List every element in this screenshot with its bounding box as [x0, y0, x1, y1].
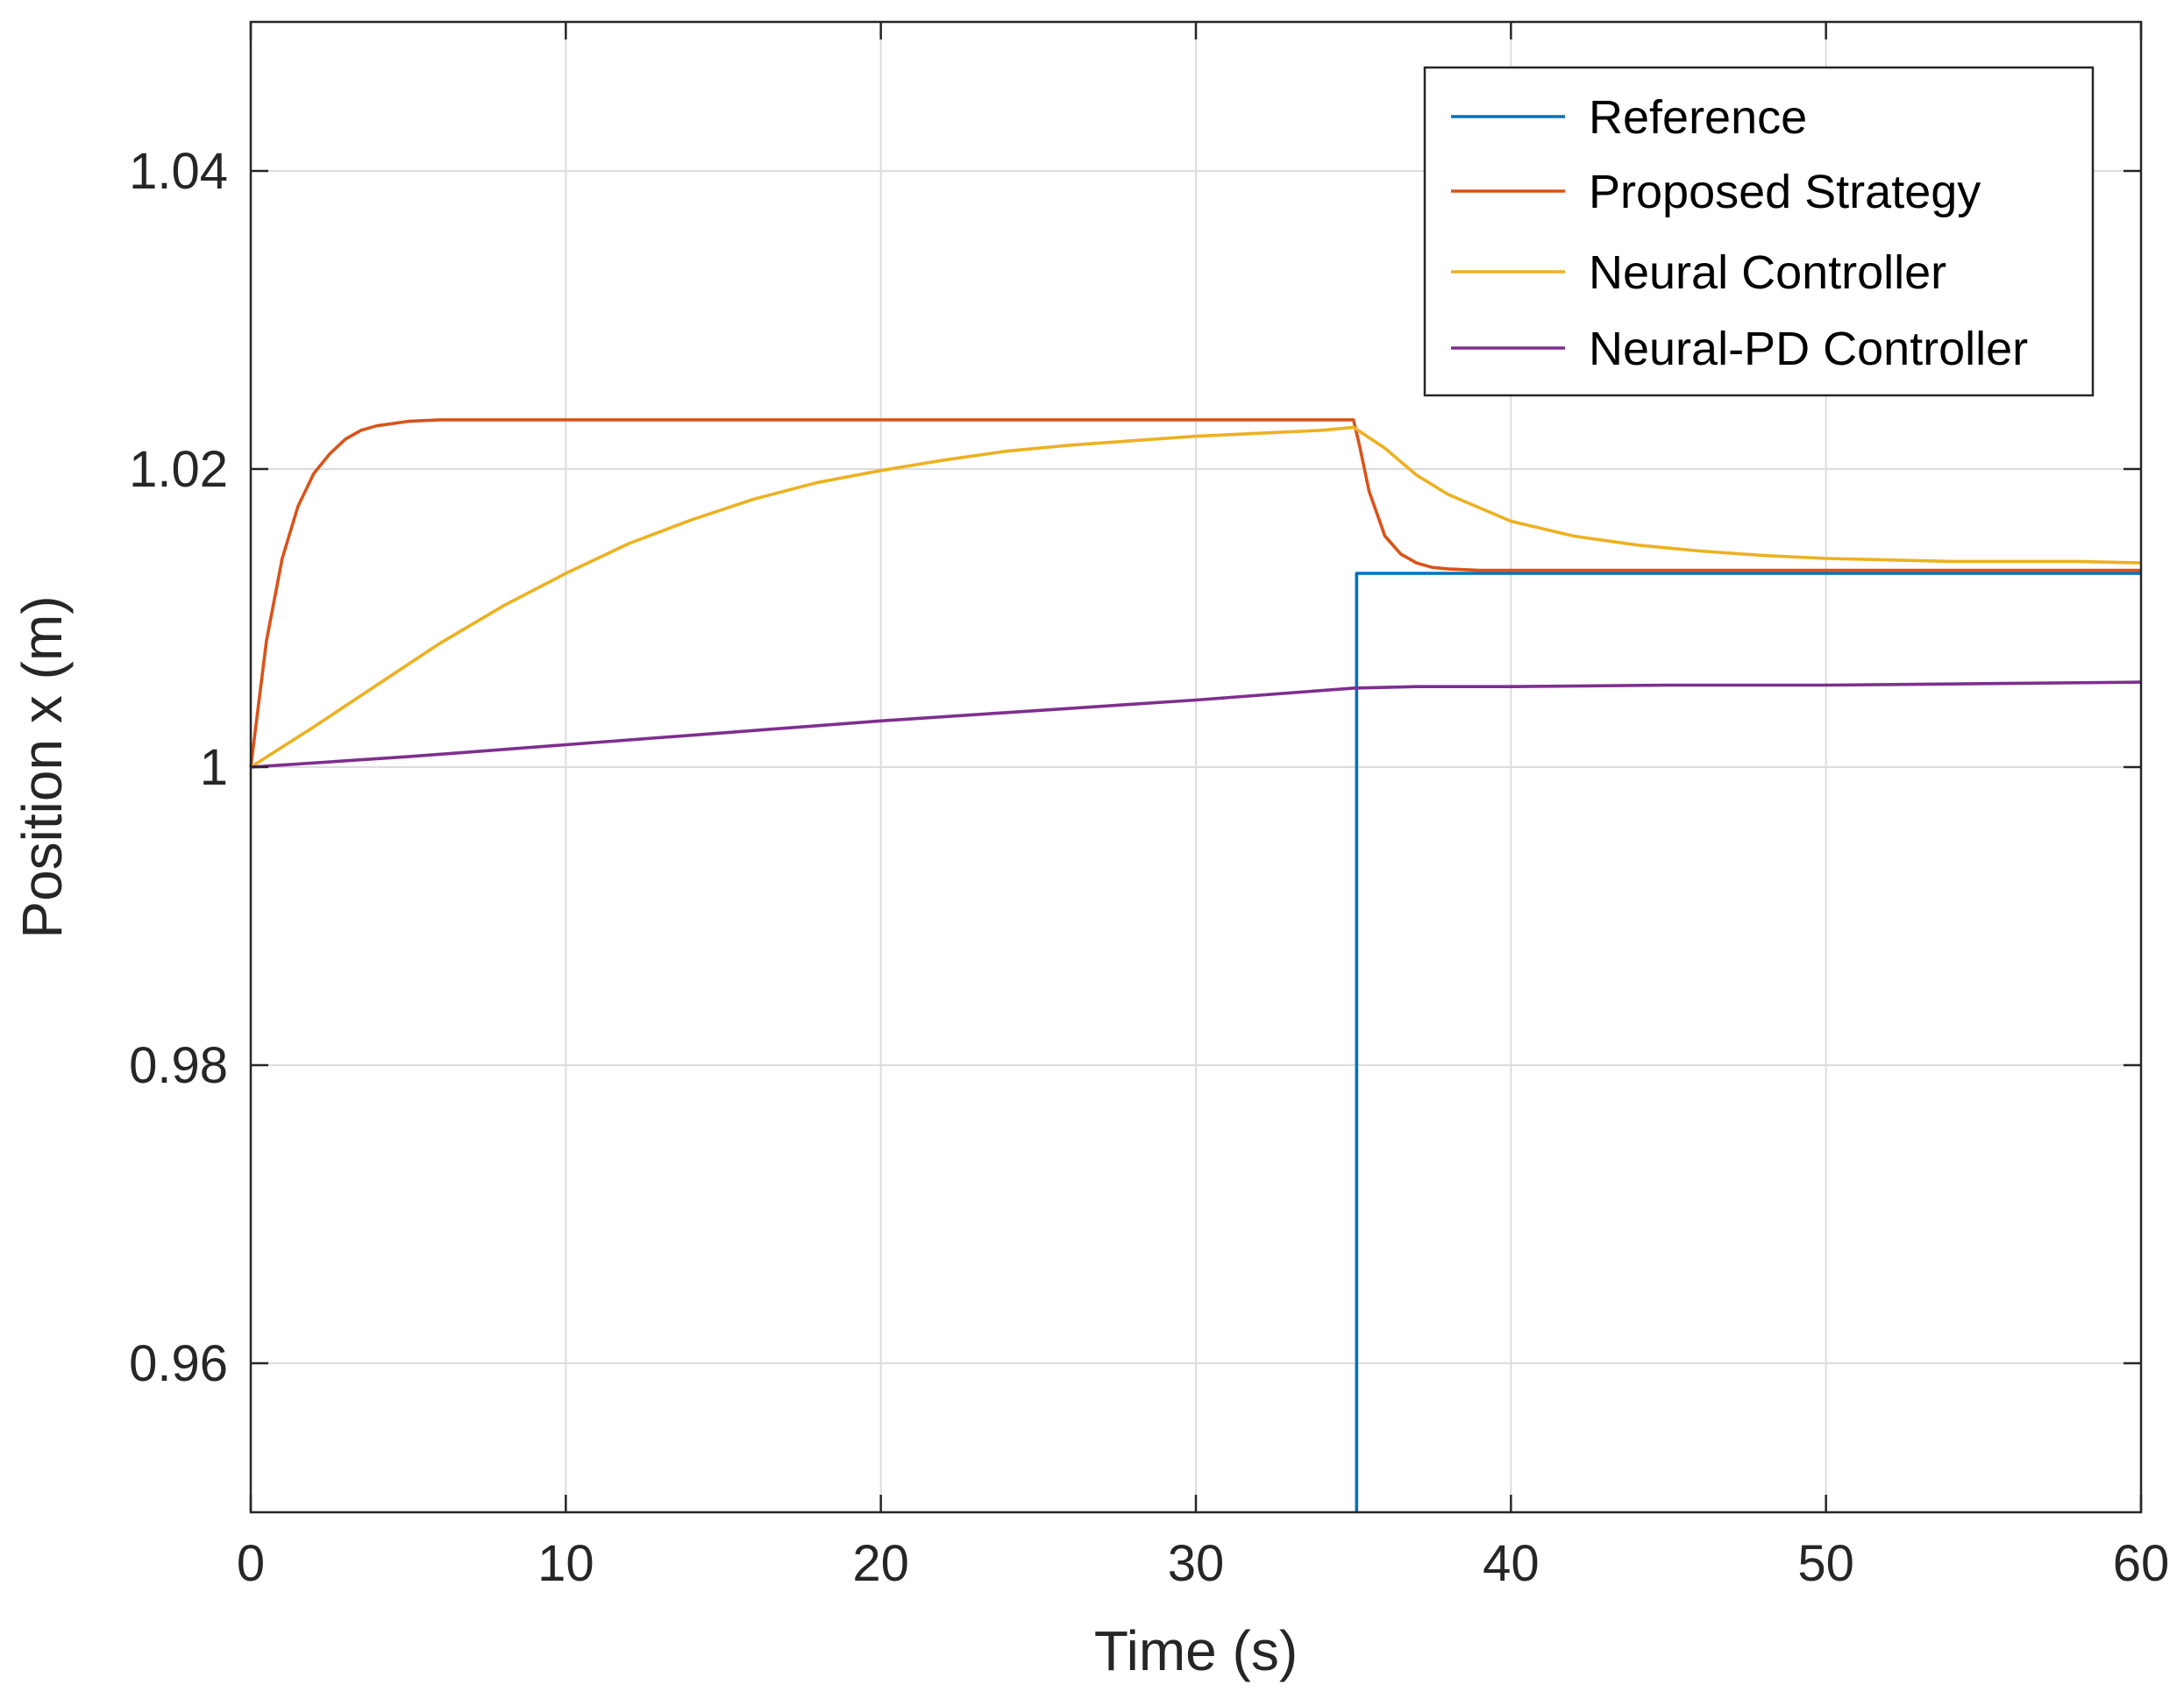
y-tick-label: 1: [200, 739, 228, 796]
series-line-proposed-strategy: [249, 418, 2141, 768]
x-axis-label: Time (s): [1094, 1619, 1298, 1682]
ticks: [249, 22, 2143, 1512]
legend-label-neural-controller: Neural Controller: [1589, 246, 1946, 299]
x-tick-label: 0: [237, 1535, 265, 1592]
legend-label-reference: Reference: [1589, 91, 1807, 144]
legend-box: [1423, 66, 2095, 397]
y-tick-label: 1.04: [129, 143, 228, 200]
y-tick-label: 0.98: [129, 1037, 228, 1094]
series-line-neural-controller: [250, 425, 2142, 769]
y-tick-label: 1.02: [129, 441, 228, 498]
series-line-neural-pd-controller: [250, 680, 2142, 769]
tick-labels: 0 10 20 30 40 50 60 0.96 0.98 1 1.02 1.04: [129, 143, 2169, 1592]
x-tick-label: 30: [1168, 1535, 1225, 1592]
x-tick-label: 40: [1483, 1535, 1540, 1592]
legend-label-proposed-strategy: Proposed Strategy: [1589, 166, 1981, 218]
x-tick-label: 60: [2113, 1535, 2170, 1592]
legend: Reference Proposed Strategy Neural Control…: [1423, 66, 2095, 397]
legend-label-neural-pd-controller: Neural-PD Controller: [1589, 323, 2028, 375]
y-axis-label: Position x (m): [11, 595, 74, 938]
series-group: [249, 418, 2142, 1512]
y-tick-label: 0.96: [129, 1335, 228, 1392]
x-tick-label: 10: [537, 1535, 594, 1592]
x-tick-label: 50: [1797, 1535, 1854, 1592]
x-tick-label: 20: [852, 1535, 909, 1592]
series-line-reference: [1355, 572, 2141, 1512]
